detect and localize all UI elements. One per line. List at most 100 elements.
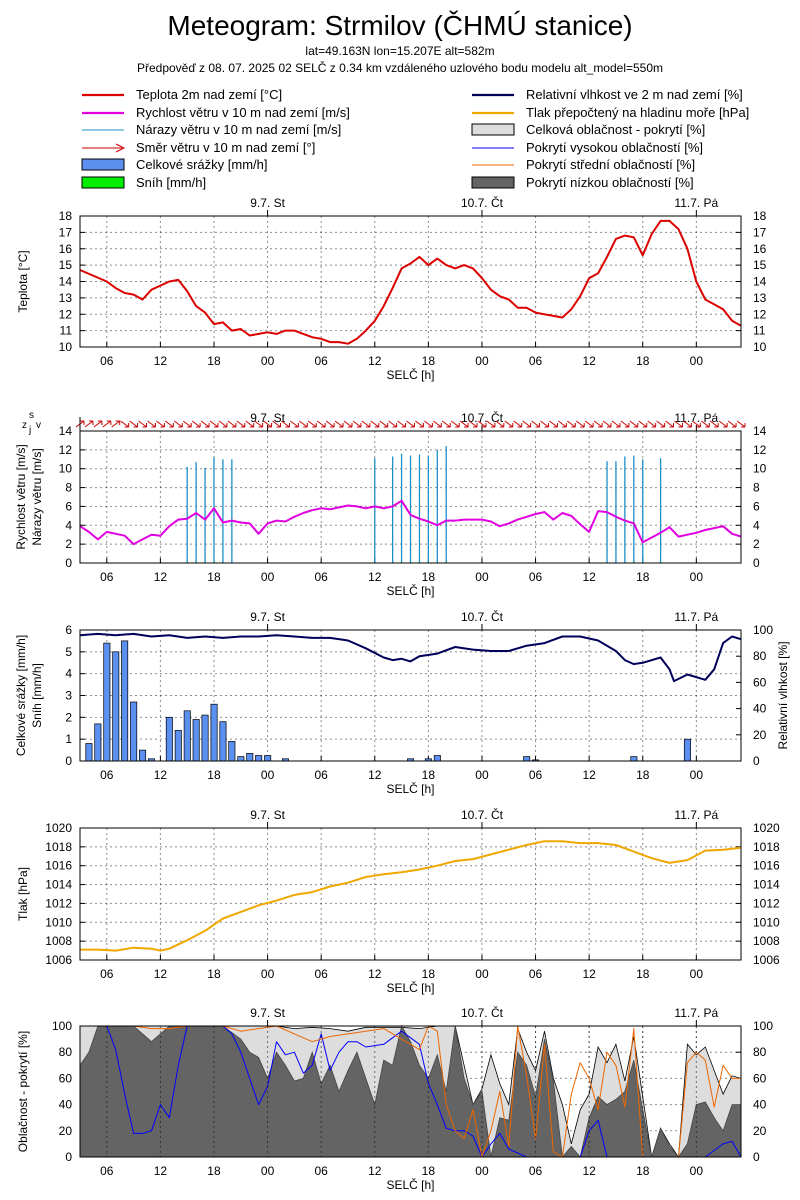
precip-bar xyxy=(130,701,138,762)
wind-direction-arrow xyxy=(736,420,746,428)
y-tick-label: 1018 xyxy=(45,840,72,854)
legend-symbol xyxy=(80,156,126,173)
x-tick-label: 06 xyxy=(314,1164,328,1178)
y-axis-label-2: Sníh [mm/h] xyxy=(30,663,44,728)
legend-symbol xyxy=(80,104,126,121)
wind-direction-arrow xyxy=(263,420,273,428)
precip-bar xyxy=(237,756,245,762)
legend-symbol xyxy=(470,139,516,156)
wind-direction-arrow xyxy=(129,420,139,428)
x-tick-label: 18 xyxy=(207,354,221,368)
wind-direction-arrow xyxy=(415,420,424,428)
wind-direction-arrow xyxy=(361,420,371,428)
wind-direction-arrow xyxy=(424,420,433,428)
day-label: 9.7. St xyxy=(250,610,285,624)
y-tick-label: 17 xyxy=(59,225,73,239)
wind-direction-arrow xyxy=(397,420,407,428)
x-tick-label: 12 xyxy=(368,1164,382,1178)
y-tick-label: 1006 xyxy=(45,953,72,967)
y-tick-label-right: 15 xyxy=(753,258,767,272)
x-tick-label: 06 xyxy=(314,570,328,584)
plot-frame xyxy=(79,629,742,762)
y-tick-label-right: 1008 xyxy=(753,934,780,948)
wind-direction-arrow xyxy=(182,420,192,428)
legend-symbol xyxy=(80,139,126,156)
wind-direction-arrow xyxy=(343,420,353,428)
y-tick-label-right: 20 xyxy=(753,1124,767,1138)
x-tick-label: 06 xyxy=(100,1164,114,1178)
wind-direction-arrow xyxy=(656,420,666,428)
x-tick-label: 00 xyxy=(475,967,489,981)
y-tick-label: 18 xyxy=(59,209,73,223)
legend-symbol xyxy=(470,104,516,121)
precip-bar xyxy=(630,756,638,762)
y-axis-label-2: Nárazy větru [m/s] xyxy=(30,448,44,545)
y-tick-label: 40 xyxy=(59,1098,73,1112)
x-tick-label: 00 xyxy=(475,768,489,782)
wind-direction-arrow xyxy=(290,420,299,428)
x-tick-label: 12 xyxy=(582,570,596,584)
y-tick-label-right: 0 xyxy=(753,754,760,768)
x-tick-label: 06 xyxy=(529,354,543,368)
day-label: 11.7. Pá xyxy=(674,411,718,425)
y-tick-label: 13 xyxy=(59,291,73,305)
day-label: 10.7. Čt xyxy=(461,195,504,210)
y-tick-label-right: 12 xyxy=(753,307,767,321)
x-axis-label: SELČ [h] xyxy=(386,1177,434,1192)
y-tick-label-right: 14 xyxy=(753,424,767,438)
x-tick-label: 18 xyxy=(422,768,436,782)
y-tick-label-right: 40 xyxy=(753,1098,767,1112)
wind-direction-arrow xyxy=(459,420,469,428)
precip-bar xyxy=(121,640,129,762)
x-tick-label: 18 xyxy=(636,354,650,368)
x-tick-label: 00 xyxy=(475,354,489,368)
precip-bar xyxy=(85,743,93,762)
wind-direction-arrow xyxy=(236,420,246,428)
legend-label: Rychlost větru v 10 m nad zemí [m/s] xyxy=(136,104,350,120)
x-tick-label: 12 xyxy=(154,768,168,782)
wind-direction-arrow xyxy=(611,420,621,428)
y-tick-label: 1010 xyxy=(45,915,72,929)
x-tick-label: 18 xyxy=(636,1164,650,1178)
y-tick-label: 12 xyxy=(59,443,73,457)
x-axis-label: SELČ [h] xyxy=(386,367,434,382)
y-tick-label-right: 1012 xyxy=(753,896,780,910)
wind-direction-arrow xyxy=(334,420,344,428)
wind-direction-arrow xyxy=(441,420,451,428)
y-tick-label: 15 xyxy=(59,258,73,272)
day-label: 11.7. Pá xyxy=(674,1006,718,1020)
wind-direction-arrow xyxy=(299,420,308,428)
plot-frame xyxy=(79,827,742,961)
x-tick-label: 06 xyxy=(100,768,114,782)
legend-symbol xyxy=(80,174,126,191)
x-tick-label: 18 xyxy=(422,570,436,584)
day-label: 9.7. St xyxy=(250,808,285,822)
x-tick-label: 12 xyxy=(154,570,168,584)
low-cloud-area xyxy=(79,1024,742,1158)
y-axis-label: Tlak [hPa] xyxy=(16,867,30,921)
y-tick-label: 16 xyxy=(59,242,73,256)
wind-direction-arrow xyxy=(674,420,683,428)
x-tick-label: 00 xyxy=(690,570,704,584)
wind-direction-arrow xyxy=(254,420,264,428)
legend-symbol xyxy=(470,121,516,138)
y-tick-label: 80 xyxy=(59,1045,73,1059)
y-tick-label-right: 1016 xyxy=(753,859,780,873)
legend: Teplota 2m nad zemí [°C] Relativní vlhkos… xyxy=(80,86,780,190)
y-tick-label-right: 12 xyxy=(753,443,767,457)
wind-direction-arrow xyxy=(486,420,496,428)
wind-direction-arrow xyxy=(709,420,719,428)
x-tick-label: 18 xyxy=(636,570,650,584)
legend-label: Sníh [mm/h] xyxy=(136,174,207,190)
x-tick-label: 12 xyxy=(582,768,596,782)
wind-direction-arrow xyxy=(272,420,282,428)
y-tick-label-right: 10 xyxy=(753,340,767,354)
wind-direction-arrow xyxy=(638,420,648,428)
wind-direction-arrow xyxy=(406,420,415,428)
y-tick-label-right: 100 xyxy=(753,623,773,637)
legend-label: Směr větru v 10 m nad zemí [°] xyxy=(136,139,316,155)
x-tick-label: 18 xyxy=(636,768,650,782)
x-tick-label: 12 xyxy=(368,768,382,782)
precip-bar xyxy=(219,721,227,762)
